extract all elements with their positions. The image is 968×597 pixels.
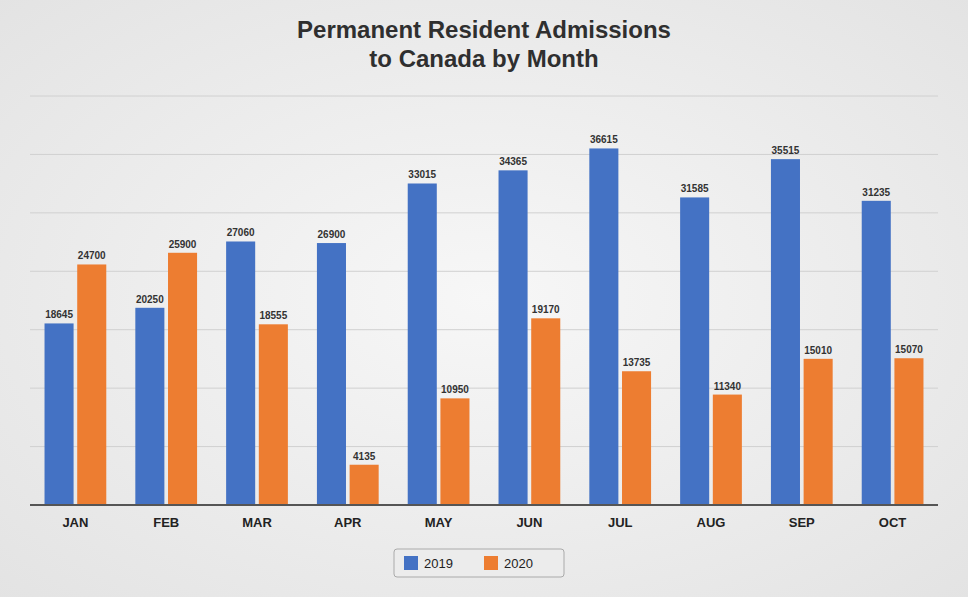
bar xyxy=(499,170,528,505)
bar xyxy=(894,358,923,505)
data-label: 15010 xyxy=(804,345,832,356)
bar xyxy=(317,243,346,505)
data-label: 31235 xyxy=(862,187,890,198)
legend-label: 2020 xyxy=(504,556,533,571)
x-tick-label: SEP xyxy=(789,515,815,530)
x-tick-label: JUN xyxy=(516,515,542,530)
bar xyxy=(771,159,800,505)
grid-line xyxy=(30,96,938,97)
bar xyxy=(135,308,164,505)
data-label: 33015 xyxy=(408,169,436,180)
data-label: 35515 xyxy=(772,145,800,156)
x-tick-label: OCT xyxy=(879,515,907,530)
legend-swatch xyxy=(484,556,498,570)
data-label: 24700 xyxy=(78,250,106,261)
x-axis xyxy=(30,504,938,506)
grid-line xyxy=(30,212,938,213)
x-tick-label: APR xyxy=(334,515,362,530)
bar xyxy=(862,201,891,505)
data-label: 20250 xyxy=(136,294,164,305)
data-label: 19170 xyxy=(532,304,560,315)
grid xyxy=(30,96,938,505)
bar xyxy=(350,465,379,505)
data-label: 36615 xyxy=(590,134,618,145)
grid-line xyxy=(30,154,938,155)
data-label: 18645 xyxy=(45,309,73,320)
bar xyxy=(680,197,709,505)
data-label: 13735 xyxy=(623,357,651,368)
grid-line xyxy=(30,505,938,506)
legend-swatch xyxy=(404,556,418,570)
bar xyxy=(45,323,74,505)
grid-line xyxy=(30,271,938,272)
legend-label: 2019 xyxy=(424,556,453,571)
bar xyxy=(713,395,742,505)
bar xyxy=(531,318,560,505)
grid-line xyxy=(30,329,938,330)
chart: Permanent Resident Admissionsto Canada b… xyxy=(0,0,968,597)
data-label: 25900 xyxy=(169,239,197,250)
x-tick-label: MAR xyxy=(242,515,272,530)
data-labels: 18645 20250 27060 26900 33015 34365 36615 31585… xyxy=(45,134,923,461)
data-label: 10950 xyxy=(441,384,469,395)
bar xyxy=(804,359,833,505)
background xyxy=(0,0,968,597)
data-label: 26900 xyxy=(318,229,346,240)
bar xyxy=(168,253,197,505)
x-tick-label: MAY xyxy=(425,515,453,530)
bar xyxy=(226,241,255,505)
x-tick-labels: JAN FEB MAR APR MAY JUN JUL AUG SEP OCT xyxy=(62,515,906,530)
bar xyxy=(622,371,651,505)
bar xyxy=(259,324,288,505)
x-tick-label: AUG xyxy=(697,515,726,530)
bar xyxy=(589,148,618,505)
legend: 2019 2020 xyxy=(394,549,564,577)
legend-box xyxy=(394,549,564,577)
data-label: 18555 xyxy=(259,310,287,321)
grid-line xyxy=(30,388,938,389)
data-label: 27060 xyxy=(227,227,255,238)
bar xyxy=(440,398,469,505)
x-tick-label: FEB xyxy=(153,515,179,530)
data-label: 4135 xyxy=(353,451,376,462)
data-label: 11340 xyxy=(714,381,742,392)
bar xyxy=(408,183,437,505)
bar xyxy=(77,264,106,505)
data-label: 15070 xyxy=(895,344,923,355)
x-tick-label: JAN xyxy=(62,515,88,530)
title: Permanent Resident Admissionsto Canada b… xyxy=(297,16,671,72)
data-label: 31585 xyxy=(681,183,709,194)
grid-line xyxy=(30,446,938,447)
data-label: 34365 xyxy=(499,156,527,167)
bars xyxy=(45,148,924,505)
x-tick-label: JUL xyxy=(608,515,633,530)
